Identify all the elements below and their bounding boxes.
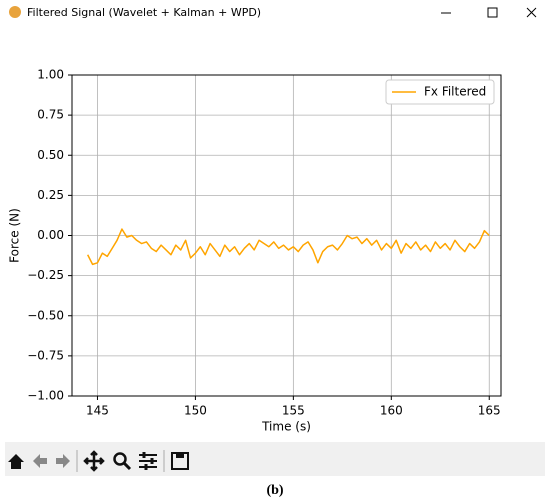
y-axis-label: Force (N) [8, 208, 22, 263]
y-tick-label: 0.25 [37, 188, 64, 202]
window-title: Filtered Signal (Wavelet + Kalman + WPD) [27, 6, 261, 19]
axes-frame [71, 74, 502, 397]
toolbar [5, 442, 545, 476]
x-tick-label: 155 [282, 404, 305, 418]
x-tick-label: 165 [478, 404, 501, 418]
y-tick-label: 0.00 [37, 228, 64, 242]
configure-button[interactable] [139, 454, 157, 468]
app-icon [9, 6, 21, 18]
configure-sliders [142, 452, 154, 470]
data-line [87, 228, 490, 266]
zoom-button[interactable] [113, 452, 127, 466]
x-tick-label: 145 [86, 404, 109, 418]
home-button[interactable] [8, 454, 24, 469]
x-tick-label: 160 [380, 404, 403, 418]
y-tick-label: −0.25 [27, 268, 64, 282]
x-axis-label: Time (s) [261, 420, 311, 434]
title-bar: Filtered Signal (Wavelet + Kalman + WPD) [9, 6, 537, 19]
y-tick-label: 0.75 [37, 108, 64, 122]
maximize-button[interactable] [487, 7, 498, 18]
y-tick-label: 1.00 [37, 68, 64, 82]
save-icon-part [176, 453, 184, 458]
x-tick-label: 150 [184, 404, 207, 418]
y-tick-label: −1.00 [27, 389, 64, 403]
caption: (b) [266, 483, 283, 498]
plot: −1.00 −0.75 −0.50 −0.25 0.00 0.25 0.50 0.75 1.00… [8, 68, 502, 434]
back-button[interactable] [33, 454, 47, 468]
pan-button[interactable] [83, 450, 105, 472]
close-button[interactable] [526, 7, 537, 18]
forward-button[interactable] [56, 454, 70, 468]
zoom-handle [122, 461, 132, 471]
y-tick-label: −0.75 [27, 348, 64, 362]
y-tick-label: −0.50 [27, 308, 64, 322]
legend-box [385, 79, 495, 105]
y-tick-label: 0.50 [37, 148, 64, 162]
legend-label: Fx Filtered [424, 85, 486, 99]
